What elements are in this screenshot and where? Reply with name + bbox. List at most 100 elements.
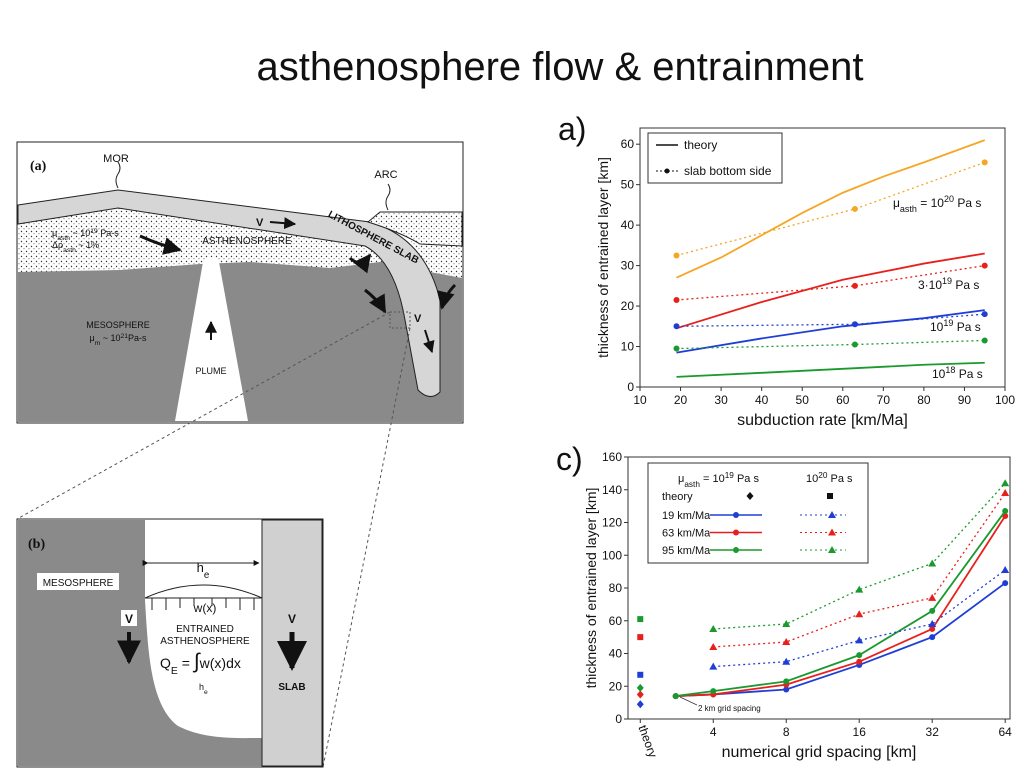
label: V bbox=[414, 313, 422, 325]
point bbox=[636, 700, 644, 709]
point bbox=[637, 616, 644, 623]
point bbox=[851, 205, 858, 212]
point bbox=[981, 159, 988, 166]
point bbox=[851, 321, 858, 328]
point bbox=[733, 547, 739, 553]
point bbox=[928, 620, 937, 628]
label: (a) bbox=[30, 159, 47, 174]
arrow bbox=[139, 234, 182, 255]
legend-swatch bbox=[664, 168, 670, 174]
legend-label: 19 km/Ma bbox=[662, 510, 711, 522]
text-part: ~ 1% bbox=[76, 240, 99, 250]
slide-title: asthenosphere flow & entrainment bbox=[256, 45, 863, 89]
series-line bbox=[676, 361, 985, 378]
text-part: Q bbox=[160, 655, 171, 671]
legend-header: μasth = 1019 Pa s bbox=[678, 471, 759, 489]
y-tick-label: 160 bbox=[602, 450, 622, 464]
point bbox=[636, 690, 644, 699]
point bbox=[856, 658, 863, 665]
text-part: μ bbox=[52, 228, 57, 238]
text-part: ~ 10 bbox=[100, 333, 120, 343]
point bbox=[782, 657, 791, 665]
x-tick-label: 64 bbox=[998, 725, 1012, 739]
point bbox=[673, 323, 680, 330]
point bbox=[672, 693, 679, 700]
leader bbox=[679, 696, 698, 706]
label: ASTHENOSPHERE bbox=[202, 236, 292, 247]
text-part: 19 bbox=[942, 276, 952, 286]
point bbox=[709, 662, 718, 670]
y-tick-label: 40 bbox=[621, 218, 635, 232]
label: μasth ~ 1019 Pa-s bbox=[52, 228, 119, 242]
arc-mark bbox=[385, 183, 391, 211]
text-part: 10 bbox=[932, 367, 946, 381]
point bbox=[783, 686, 790, 693]
text-part: = 10 bbox=[700, 473, 725, 485]
label: V bbox=[288, 612, 296, 626]
text-part: μ bbox=[89, 333, 94, 343]
point bbox=[828, 511, 836, 518]
arrow bbox=[269, 217, 297, 230]
point bbox=[637, 634, 644, 641]
text-part: e bbox=[204, 689, 208, 696]
point bbox=[851, 341, 858, 348]
text-part: ~ 10 bbox=[70, 228, 90, 238]
label: ENTRAINED bbox=[176, 624, 234, 635]
text-part: 21 bbox=[121, 333, 129, 340]
mor-mark bbox=[115, 161, 121, 189]
point bbox=[636, 683, 644, 692]
point bbox=[673, 345, 680, 352]
point bbox=[929, 625, 936, 632]
point bbox=[1001, 489, 1010, 497]
series-line bbox=[676, 309, 985, 354]
label: Δρasth ~ 1% bbox=[52, 240, 99, 254]
text-part: Pa s bbox=[953, 320, 980, 334]
legend-label: 63 km/Ma bbox=[662, 528, 711, 540]
series-line bbox=[675, 515, 1006, 697]
point bbox=[928, 559, 937, 567]
point bbox=[782, 620, 791, 628]
label: w(x) bbox=[193, 601, 217, 615]
point bbox=[673, 296, 680, 303]
label: V bbox=[256, 217, 264, 229]
x-tick-label: 70 bbox=[877, 393, 891, 407]
point bbox=[1001, 479, 1010, 487]
profile bbox=[144, 584, 263, 599]
legend-label: 95 km/Ma bbox=[662, 545, 711, 557]
point bbox=[782, 638, 791, 646]
diagram-a: (a) MOR ARC μasth ~ 1019 Pa-s Δρasth ~ 1… bbox=[16, 141, 464, 424]
x-axis-label: numerical grid spacing [km] bbox=[722, 744, 917, 761]
point bbox=[851, 282, 858, 289]
label: he bbox=[199, 682, 208, 696]
text-part: Pa s bbox=[955, 367, 982, 381]
point bbox=[1001, 565, 1010, 573]
panel-label: a) bbox=[558, 111, 586, 147]
arrow bbox=[348, 253, 372, 274]
text-part: ∫ bbox=[193, 650, 201, 673]
y-tick-label: 0 bbox=[627, 380, 634, 394]
lithosphere-slab bbox=[17, 189, 441, 397]
point bbox=[856, 652, 863, 659]
annotation: 3·1019 Pa s bbox=[918, 276, 979, 292]
annotation: 1018 Pa s bbox=[932, 365, 983, 381]
text-part: asth bbox=[57, 235, 70, 242]
label-box bbox=[37, 573, 119, 590]
point bbox=[981, 262, 988, 269]
point bbox=[746, 492, 754, 500]
label: ASTHENOSPHERE bbox=[160, 636, 250, 647]
point bbox=[855, 585, 864, 593]
point bbox=[929, 634, 936, 641]
y-axis-label: thickness of entrained layer [km] bbox=[595, 157, 611, 358]
legend-header: 1020 Pa s bbox=[806, 471, 853, 486]
arrow bbox=[423, 329, 435, 354]
text-part: h bbox=[199, 682, 204, 692]
formula: QE = ∫w(x)dx bbox=[160, 650, 241, 677]
label: μm ~ 1021Pa-s bbox=[89, 333, 147, 347]
y-tick-label: 30 bbox=[621, 259, 635, 273]
text-part: e bbox=[204, 570, 209, 581]
x-tick-label: 100 bbox=[995, 393, 1015, 407]
label: ARC bbox=[374, 169, 397, 181]
x-tick-label: 40 bbox=[755, 393, 769, 407]
series-line bbox=[676, 339, 985, 350]
text-part: 10 bbox=[806, 473, 818, 485]
